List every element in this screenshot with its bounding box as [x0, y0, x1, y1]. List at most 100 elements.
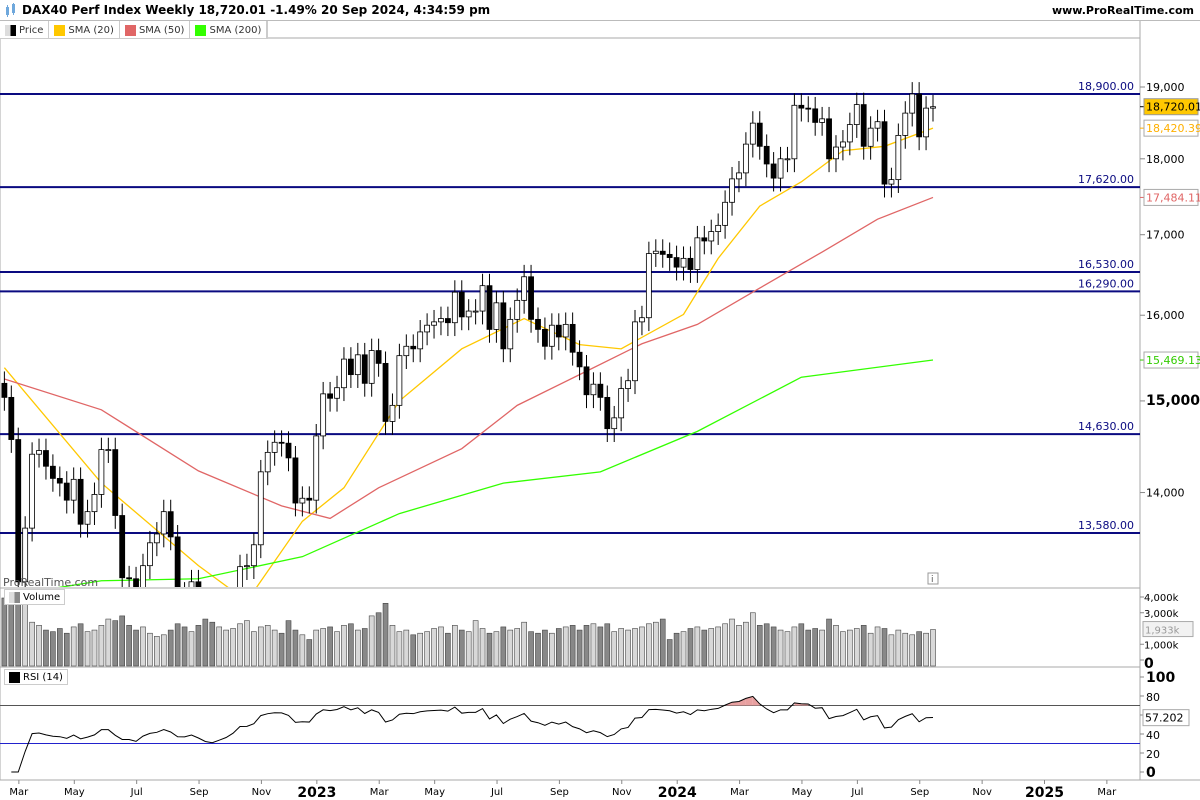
candle-body: [528, 276, 534, 320]
x-tick-label: Mar: [730, 787, 750, 798]
candle: [347, 347, 354, 388]
candle-body: [694, 237, 701, 270]
x-tick-label: Sep: [550, 787, 569, 798]
candle: [70, 467, 77, 514]
volume-bar: [590, 623, 597, 667]
volume-bar: [327, 626, 333, 667]
x-tick-label: Nov: [972, 787, 992, 798]
volume-bar: [29, 621, 35, 667]
candle-body: [784, 158, 791, 161]
site-link[interactable]: www.ProRealTime.com: [1051, 4, 1194, 17]
candle: [826, 106, 832, 173]
candle: [334, 375, 340, 412]
candle: [174, 525, 181, 587]
candle: [63, 471, 70, 514]
candle: [153, 522, 160, 557]
candle-body: [431, 321, 437, 326]
candle-body: [909, 93, 916, 114]
candle-body: [1, 382, 8, 398]
rsi-tick-label: 100: [1146, 670, 1175, 686]
volume-bar: [659, 618, 666, 667]
legend-item[interactable]: SMA (20): [49, 21, 120, 39]
volume-bar: [784, 631, 791, 667]
volume-bar: [694, 626, 701, 667]
volume-bar: [791, 626, 798, 667]
legend-swatch-icon: [54, 24, 66, 36]
candle-body: [382, 362, 389, 422]
candle: [271, 430, 278, 466]
volume-bar: [604, 623, 611, 667]
volume-bar: [50, 631, 56, 667]
indicator-legend: Price SMA (20) SMA (50) SMA (200): [0, 21, 269, 39]
candle-body: [791, 104, 798, 160]
volume-bar: [105, 618, 112, 667]
candle-body: [91, 494, 98, 513]
volume-bar: [292, 629, 299, 667]
candle-body: [819, 118, 826, 123]
volume-pane-label[interactable]: Volume: [4, 589, 66, 605]
candle-body: [334, 387, 340, 399]
candle: [250, 532, 257, 580]
x-tick-label: Nov: [612, 787, 632, 798]
candle-body: [188, 581, 195, 587]
candle-body: [56, 477, 63, 484]
volume-bar: [126, 625, 132, 667]
volume-bar: [736, 625, 742, 667]
legend-item[interactable]: SMA (200): [190, 21, 268, 39]
volume-bar: [91, 629, 98, 667]
candle: [119, 503, 126, 587]
legend-item[interactable]: SMA (50): [120, 21, 191, 39]
candle: [555, 313, 562, 351]
price-tag-label: 18,720.01: [1146, 101, 1200, 114]
candle-body: [618, 388, 625, 419]
main-plot: [0, 82, 1140, 587]
price-tag-label: 15,469.13: [1146, 354, 1200, 367]
volume-bar: [389, 625, 396, 667]
volume-bar: [133, 629, 139, 667]
candle: [15, 427, 22, 587]
candle-body: [63, 482, 70, 501]
rsi-pane-label[interactable]: RSI (14): [4, 669, 68, 685]
candle: [853, 92, 860, 138]
candle: [694, 225, 701, 283]
rsi-overbought-fill: [738, 698, 746, 706]
candle-body: [625, 380, 631, 389]
x-tick-label: Sep: [910, 787, 929, 798]
candle-body: [105, 449, 112, 452]
candle: [535, 307, 541, 343]
volume-bar: [652, 621, 659, 667]
candle: [597, 372, 604, 411]
candle: [798, 93, 805, 122]
candle-body: [715, 224, 722, 232]
candle-body: [687, 257, 694, 270]
candle-body: [923, 107, 929, 138]
candle: [354, 342, 361, 388]
volume-bar: [119, 615, 125, 667]
volume-bar: [452, 625, 458, 667]
candle: [590, 372, 597, 409]
volume-bar: [140, 626, 146, 667]
y-tick-label: 16,000: [1146, 309, 1185, 322]
candle-body: [500, 302, 507, 350]
candle-body: [444, 318, 451, 324]
candle: [184, 582, 186, 587]
candle: [451, 280, 458, 337]
volume-bar: [847, 629, 853, 667]
legend-item[interactable]: Price: [0, 21, 50, 39]
volume-bar: [902, 632, 909, 667]
candle-body: [70, 478, 77, 501]
candle: [632, 309, 638, 395]
volume-bar: [320, 628, 326, 667]
rsi-tick-label: 0: [1146, 765, 1156, 781]
candle-body: [417, 331, 424, 350]
candle-body: [853, 104, 860, 125]
candle-body: [98, 449, 105, 495]
candle-body: [140, 565, 146, 587]
candle: [389, 393, 396, 435]
candle-body: [826, 118, 832, 160]
x-tick-label: Nov: [252, 787, 272, 798]
volume-bar: [805, 629, 812, 667]
volume-bar: [486, 632, 493, 667]
candle: [867, 116, 874, 160]
